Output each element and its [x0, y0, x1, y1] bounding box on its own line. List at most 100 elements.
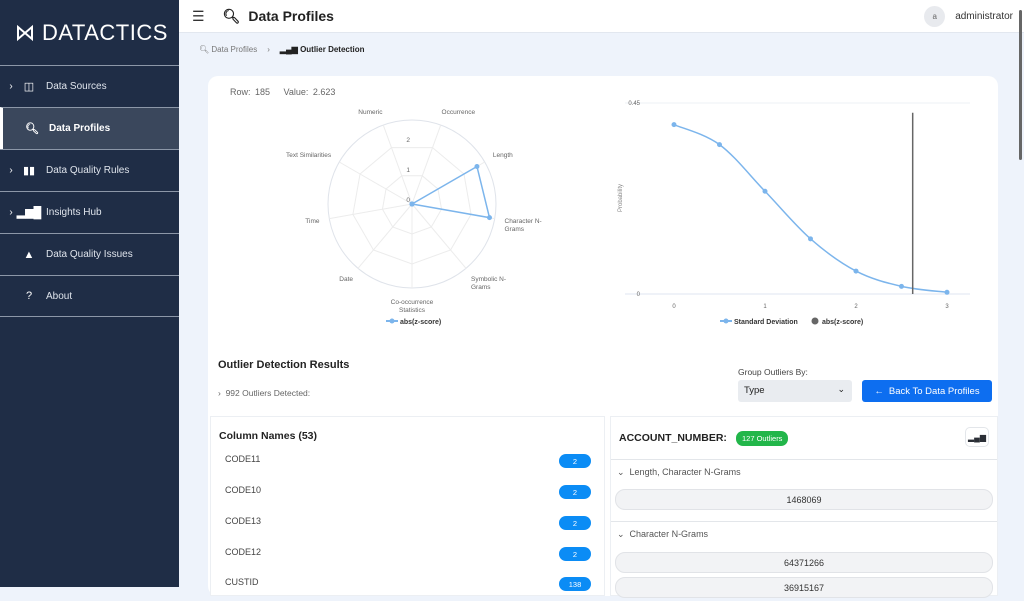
- column-list-item[interactable]: CODE12 2: [225, 547, 591, 561]
- outlier-detail-panel: ACCOUNT_NUMBER: 127 Outliers ▂▄▆ ⌄ Lengt…: [610, 416, 998, 598]
- column-names-panel: Column Names (53) CODE11 2 CODE10 2 CODE13…: [210, 416, 605, 596]
- column-names-title: Column Names (53): [219, 430, 318, 442]
- sidebar-item-insights-hub[interactable]: › ▂▆█ Insights Hub: [0, 191, 179, 233]
- top-bar: ☰ 🔍︎ Data Profiles a administrator: [179, 0, 1024, 33]
- legend-marker-dot: [723, 318, 729, 324]
- outlier-value[interactable]: 64371266: [615, 552, 993, 573]
- radar-axis-line: [411, 124, 442, 205]
- selection-info: Row: 185 Value: 2.623: [230, 87, 336, 97]
- avatar: a: [924, 6, 946, 27]
- count-badge: 2: [559, 485, 591, 499]
- legend-marker-dot: [811, 317, 819, 325]
- breadcrumb-separator-icon: ›: [267, 45, 270, 54]
- radar-grid-ring: [352, 147, 472, 265]
- radar-axis-line: [411, 203, 467, 269]
- radar-axis-line: [329, 203, 413, 220]
- radar-axis-line: [382, 124, 413, 205]
- probability-chart: 0.45 0 0 1 2 3 Probability Standard Deviation ab…: [618, 101, 970, 326]
- radar-axis-line: [357, 203, 413, 269]
- chevron-right-icon: ›: [9, 81, 13, 92]
- outlier-count-badge: 127 Outliers: [736, 431, 789, 446]
- chevron-right-icon: ›: [9, 207, 13, 218]
- outlier-group: ⌄ Character N-Grams 64371266 36915167: [611, 521, 997, 601]
- magnify-chart-icon: 🔍︎: [222, 7, 241, 24]
- chevron-right-icon: ›: [9, 165, 13, 176]
- chevron-down-icon: ⌄: [837, 384, 845, 394]
- back-to-data-profiles-button[interactable]: ← Back To Data Profiles: [862, 380, 992, 402]
- radar-grid-ring: [381, 175, 443, 235]
- radar-axis-label: Statistics: [399, 307, 426, 314]
- radar-point: [486, 215, 492, 221]
- scrollbar[interactable]: [1019, 10, 1022, 160]
- count-badge: 2: [559, 547, 591, 561]
- bar-chart-icon: ▂▆█: [16, 207, 42, 219]
- legend-label: Standard Deviation: [734, 319, 798, 326]
- column-title: ACCOUNT_NUMBER:: [619, 432, 727, 444]
- sidebar-item-data-sources[interactable]: › ◫ Data Sources: [0, 65, 179, 107]
- menu-icon[interactable]: ☰: [192, 7, 205, 24]
- radar-tick-label: 1: [406, 167, 410, 174]
- sidebar-item-data-quality-issues[interactable]: ▲ Data Quality Issues: [0, 233, 179, 275]
- y-axis-label: Probability: [618, 184, 624, 212]
- radar-axis-label: Character N-: [505, 218, 542, 225]
- sidebar-item-data-quality-rules[interactable]: › ▮▮ Data Quality Rules: [0, 149, 179, 191]
- std-dev-point: [899, 283, 904, 289]
- radar-tick-label: 0: [406, 197, 410, 204]
- sidebar-item-label: Insights Hub: [46, 207, 102, 218]
- user-menu[interactable]: a administrator: [924, 6, 1013, 27]
- logo-text: DATACTICS: [42, 20, 168, 45]
- help-icon: ?: [25, 290, 33, 302]
- std-dev-point: [671, 122, 677, 128]
- sidebar-item-about[interactable]: ? About: [0, 275, 179, 317]
- outlier-group: ⌄ Length, Character N-Grams 1468069: [611, 459, 997, 521]
- radar-axis-label: Time: [305, 218, 320, 225]
- group-toggle[interactable]: ⌄ Length, Character N-Grams: [617, 467, 741, 477]
- arrow-left-icon: ←: [874, 385, 884, 397]
- legend-marker-dot: [389, 318, 395, 324]
- column-list-item[interactable]: CUSTID 138: [225, 577, 591, 591]
- x-tick-label: 3: [945, 304, 949, 310]
- outlier-value[interactable]: 1468069: [615, 489, 993, 510]
- page-title-text: Data Profiles: [248, 8, 334, 24]
- std-dev-point: [944, 289, 950, 295]
- count-badge: 2: [559, 454, 591, 468]
- column-list-item[interactable]: CODE13 2: [225, 516, 591, 530]
- radar-axis-label: Symbolic N-: [471, 276, 506, 283]
- outlier-value[interactable]: 36915167: [615, 577, 993, 598]
- group-by-select[interactable]: Type ⌄: [738, 380, 852, 402]
- y-tick-label: 0: [637, 292, 641, 298]
- chart-toggle-button[interactable]: ▂▄▆: [965, 427, 989, 447]
- radar-axis-label: Date: [339, 276, 353, 283]
- warning-icon: ▲: [23, 248, 35, 261]
- book-icon: ▮▮: [22, 165, 36, 177]
- sidebar-item-data-profiles[interactable]: 🔍︎ Data Profiles: [0, 107, 179, 149]
- page-title: 🔍︎ Data Profiles: [223, 8, 334, 25]
- breadcrumb-current: ▂▄▆ Outlier Detection: [279, 45, 365, 54]
- sidebar-item-label: Data Quality Rules: [46, 165, 130, 176]
- radar-tick-label: 2: [406, 137, 410, 144]
- legend-label: abs(z-score): [822, 319, 863, 326]
- logo[interactable]: DATACTICS: [16, 20, 168, 46]
- radar-axis-label: Text Similarities: [286, 152, 332, 159]
- column-list-item[interactable]: CODE10 2: [225, 485, 591, 499]
- results-title: Outlier Detection Results: [218, 359, 350, 371]
- radar-axis-label: Grams: [471, 284, 491, 291]
- column-list-item[interactable]: CODE11 2: [225, 454, 591, 468]
- radar-axis-line: [339, 161, 413, 205]
- breadcrumb-data-profiles[interactable]: 🔍︎ Data Profiles: [199, 45, 258, 54]
- username: administrator: [955, 11, 1013, 22]
- sidebar-item-label: Data Quality Issues: [46, 249, 133, 260]
- std-dev-point: [853, 268, 859, 274]
- std-dev-point: [808, 236, 813, 242]
- y-tick-label: 0.45: [628, 101, 640, 107]
- radar-axis-label: Co-occurrence: [391, 299, 434, 306]
- columns-icon: ◫: [23, 81, 35, 93]
- group-toggle[interactable]: ⌄ Character N-Grams: [617, 529, 709, 539]
- outliers-detected-toggle[interactable]: › 992 Outliers Detected:: [218, 388, 311, 398]
- radar-point: [474, 164, 480, 169]
- x-tick-label: 0: [672, 304, 676, 310]
- std-dev-point: [762, 188, 768, 194]
- x-tick-label: 1: [763, 304, 767, 310]
- radar-point: [409, 201, 415, 207]
